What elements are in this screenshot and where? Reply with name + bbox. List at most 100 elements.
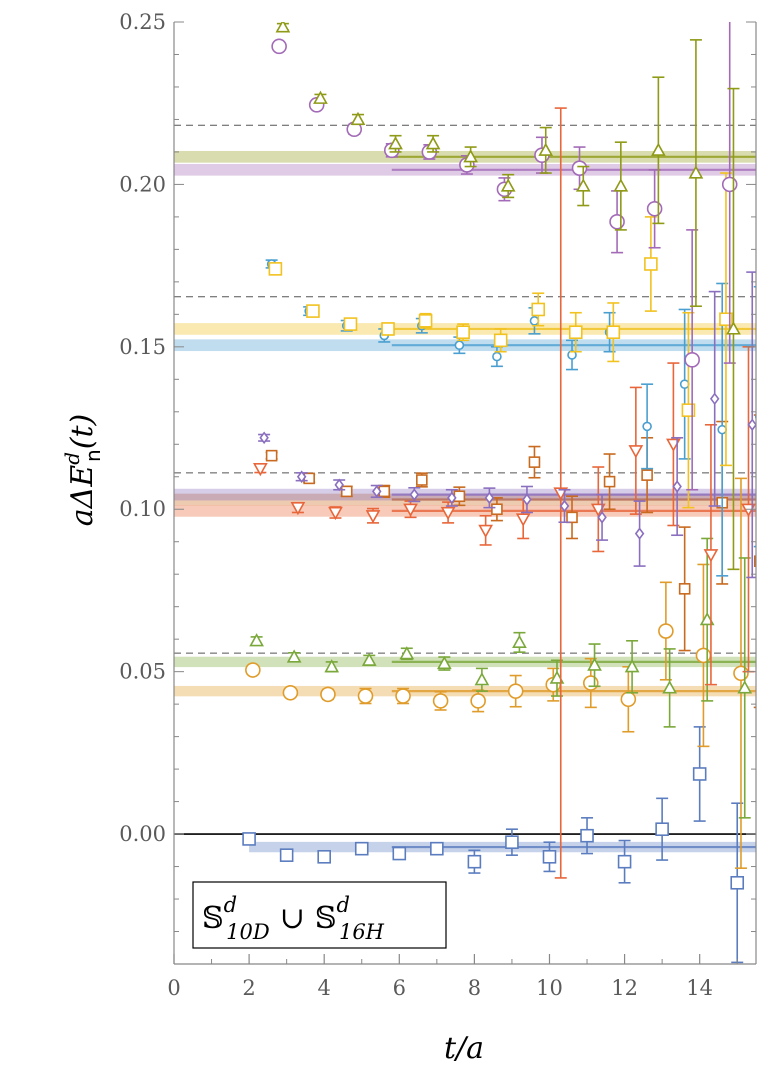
data-point-s2-3	[361, 652, 377, 666]
y-tick-label: 0.20	[119, 172, 166, 196]
data-point-s0-1	[279, 848, 294, 862]
data-point-s0-0	[242, 832, 256, 846]
data-point-s5-4	[408, 487, 421, 503]
data-point-s3-2	[328, 506, 343, 521]
data-point-s9-10	[651, 76, 666, 225]
marker-square	[606, 325, 621, 340]
data-point-s4-11	[678, 526, 691, 652]
marker-square	[678, 583, 691, 595]
data-point-s1-13	[733, 477, 749, 869]
data-point-s5-1	[295, 470, 308, 484]
reference-lines	[174, 124, 756, 654]
data-point-s2-0	[249, 633, 264, 647]
data-points	[242, 22, 770, 964]
data-point-s7-13	[758, 171, 770, 496]
data-point-s6-6	[490, 346, 503, 368]
y-tick-label: 0.05	[119, 660, 166, 684]
legend-box: 𝕊d 10D ∪ 𝕊d 16H	[192, 881, 447, 949]
marker-triangle-up	[275, 22, 291, 33]
marker-circle	[695, 647, 712, 664]
marker-circle	[454, 340, 465, 351]
data-point-s7-6	[493, 328, 508, 353]
marker-square	[758, 328, 770, 340]
marker-circle	[529, 316, 540, 326]
marker-triangle-up	[313, 90, 328, 104]
data-point-s1-10	[620, 665, 637, 733]
data-point-s0-9	[580, 817, 594, 855]
data-point-s1-3	[357, 687, 374, 705]
legend-text: 𝕊d 10D ∪ 𝕊d 16H	[202, 893, 385, 944]
legend-union: ∪	[280, 901, 305, 936]
marker-diamond	[747, 418, 756, 432]
marker-triangle-down	[328, 506, 343, 521]
x-tick-label: 2	[242, 976, 255, 1000]
data-point-s1-4	[395, 687, 411, 705]
data-point-s2-1	[286, 649, 302, 663]
marker-square	[603, 475, 616, 488]
data-point-s5-6	[483, 487, 496, 509]
data-point-s2-5	[436, 655, 452, 671]
data-point-s9-0	[275, 22, 291, 33]
legend-sub2: 16H	[339, 920, 385, 944]
marker-circle	[721, 176, 738, 193]
y-tick-label: 0.00	[119, 822, 166, 846]
data-point-s9-7	[538, 126, 554, 174]
data-point-s7-8	[568, 311, 583, 353]
marker-square	[392, 846, 407, 861]
data-point-s7-4	[418, 312, 433, 329]
marker-square	[306, 304, 320, 318]
data-point-s0-3	[354, 841, 369, 856]
data-point-s2-10	[624, 639, 640, 694]
marker-square	[641, 469, 653, 481]
marker-square	[418, 314, 433, 328]
data-point-s1-1	[282, 684, 299, 701]
marker-square	[542, 850, 557, 864]
marker-square	[279, 848, 294, 862]
data-point-s7-5	[456, 323, 470, 342]
x-tick-label: 0	[167, 976, 180, 1000]
data-point-s6-10	[641, 383, 654, 470]
data-point-s4-0	[265, 449, 278, 462]
marker-diamond	[259, 431, 269, 445]
x-axis-ticks: 0 2 4 6 8 10 12 14	[167, 954, 738, 1000]
marker-circle	[609, 213, 625, 230]
marker-triangle-up	[688, 165, 704, 179]
marker-triangle-up	[361, 652, 377, 666]
data-point-s3-3	[365, 507, 381, 524]
marker-triangle-up	[737, 680, 753, 694]
x-tick-label: 8	[468, 976, 481, 1000]
marker-diamond	[709, 392, 720, 406]
marker-square	[566, 511, 578, 524]
data-point-s0-8	[542, 841, 557, 873]
marker-triangle-down	[515, 513, 531, 527]
marker-diamond	[334, 478, 344, 492]
legend-set1: 𝕊	[202, 901, 224, 936]
data-point-s9-1	[313, 90, 328, 104]
marker-circle	[507, 683, 524, 699]
y-axis-title: aΔEdn(t)	[60, 414, 105, 526]
marker-circle	[642, 421, 652, 432]
data-point-s9-3	[388, 134, 403, 153]
y-tick-label: 0.15	[119, 335, 166, 359]
data-point-s9-5	[463, 146, 478, 168]
data-point-s0-13	[730, 802, 745, 964]
x-tick-label: 12	[611, 976, 638, 1000]
marker-diamond	[372, 485, 382, 498]
marker-triangle-down	[628, 445, 644, 459]
marker-square	[242, 832, 256, 846]
data-point-s5-12	[708, 290, 721, 507]
data-point-s9-9	[613, 141, 629, 231]
data-point-s4-7	[528, 445, 541, 479]
marker-triangle-up	[500, 178, 516, 192]
marker-square	[531, 302, 546, 317]
data-point-s7-0	[268, 262, 283, 276]
data-point-s0-4	[392, 846, 407, 861]
data-point-s4-9	[603, 453, 616, 511]
marker-square	[416, 474, 428, 486]
marker-square	[456, 325, 470, 340]
marker-circle	[658, 623, 674, 639]
data-point-s5-3	[370, 484, 383, 499]
marker-circle	[684, 352, 700, 368]
marker-diamond	[409, 488, 420, 501]
marker-triangle-up	[249, 633, 264, 647]
